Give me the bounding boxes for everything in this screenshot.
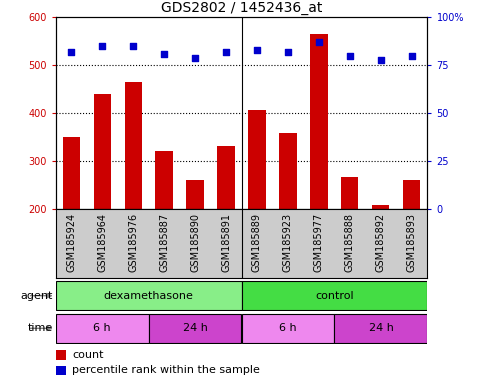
Bar [372,205,389,209]
Text: GSM185977: GSM185977 [314,213,324,272]
Text: GSM185891: GSM185891 [221,213,231,272]
Bar [403,180,421,209]
Bar [56,314,149,343]
Bar [56,281,242,310]
Title: GDS2802 / 1452436_at: GDS2802 / 1452436_at [161,1,322,15]
Bar [334,314,427,343]
Text: 24 h: 24 h [369,323,394,333]
Bar [94,94,111,209]
Bar [62,137,80,209]
Point [160,51,168,57]
Text: GSM185892: GSM185892 [376,213,386,272]
Bar [56,366,66,375]
Point [284,49,292,55]
Text: control: control [315,291,354,301]
Bar [341,177,358,209]
Bar [242,314,334,343]
Text: percentile rank within the sample: percentile rank within the sample [72,366,260,376]
Text: GSM185923: GSM185923 [283,213,293,272]
Point [129,43,137,49]
Text: GSM185889: GSM185889 [252,213,262,272]
Bar [156,151,172,209]
Point [377,56,385,63]
Text: dexamethasone: dexamethasone [103,291,194,301]
Text: count: count [72,350,104,360]
Bar [242,281,427,310]
Text: GSM185924: GSM185924 [66,213,76,272]
Text: GSM185964: GSM185964 [97,213,107,272]
Text: 6 h: 6 h [93,323,111,333]
Text: GSM185976: GSM185976 [128,213,138,272]
Bar [186,180,203,209]
Point [253,47,261,53]
Point [222,49,230,55]
Bar [248,110,266,209]
Text: GSM185890: GSM185890 [190,213,200,272]
Text: GSM185893: GSM185893 [407,213,417,272]
Bar [125,82,142,209]
Point [408,53,416,59]
Bar [56,351,66,360]
Bar [280,134,297,209]
Bar [311,34,327,209]
Bar [217,146,235,209]
Text: GSM185887: GSM185887 [159,213,169,272]
Text: 6 h: 6 h [279,323,297,333]
Text: time: time [28,323,53,333]
Point [98,43,106,49]
Text: GSM185888: GSM185888 [345,213,355,272]
Point [346,53,354,59]
Text: agent: agent [21,291,53,301]
Point [191,55,199,61]
Bar [149,314,242,343]
Point [67,49,75,55]
Point [315,39,323,45]
Text: 24 h: 24 h [183,323,208,333]
